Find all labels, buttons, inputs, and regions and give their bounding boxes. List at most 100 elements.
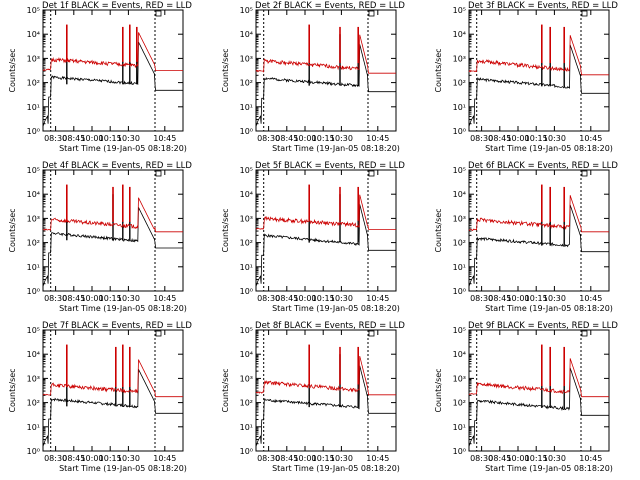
y-tick-label: 10¹: [240, 263, 253, 272]
y-tick-label: 10²: [240, 399, 253, 408]
y-tick-label: 10⁴: [453, 350, 466, 359]
y-tick-label: 10²: [27, 239, 40, 248]
events-series-line: [255, 365, 396, 447]
y-tick-label: 10²: [453, 399, 466, 408]
y-tick-label: 10¹: [453, 263, 466, 272]
x-tick-label: 08:45: [275, 294, 298, 303]
x-tick-label: 10:30: [543, 294, 566, 303]
y-tick-label: 10⁵: [240, 166, 253, 175]
x-tick-label: 10:00: [506, 134, 529, 143]
panel-title: Det 6f BLACK = Events, RED = LLD: [468, 161, 618, 171]
x-axis-label: Start Time (19-Jan-05 08:18:20): [485, 144, 613, 153]
x-tick-label: 08:45: [62, 134, 85, 143]
x-tick-label: 10:00: [80, 294, 103, 303]
y-tick-label: 10⁴: [240, 30, 253, 39]
y-tick-label: 10¹: [27, 103, 40, 112]
detector-panel-4: Det 4f BLACK = Events, RED = LLD 10⁰ 10¹ 10…: [8, 161, 192, 313]
detector-panel-2: Det 2f BLACK = Events, RED = LLD 10⁰ 10¹ 10…: [221, 1, 405, 153]
marker-box: [581, 330, 588, 337]
x-tick-label: 08:30: [470, 294, 493, 303]
plot-frame: [42, 329, 184, 452]
panel-title: Det 1f BLACK = Events, RED = LLD: [42, 1, 192, 11]
y-tick-label: 10⁰: [453, 127, 466, 136]
detector-panel-1: Det 1f BLACK = Events, RED = LLD 10⁰ 10¹ 10…: [8, 1, 192, 153]
x-tick-label: 10:30: [543, 454, 566, 463]
x-tick-label: 10:30: [543, 134, 566, 143]
x-tick-label: 10:45: [153, 454, 176, 463]
x-tick-label: 08:45: [275, 134, 298, 143]
y-tick-label: 10⁴: [27, 190, 40, 199]
x-tick-label: 10:45: [579, 454, 602, 463]
y-tick-label: 10²: [453, 239, 466, 248]
panel-title: Det 9f BLACK = Events, RED = LLD: [468, 321, 618, 331]
y-tick-label: 10⁵: [240, 6, 253, 15]
y-tick-label: 10²: [240, 239, 253, 248]
y-axis-label: Counts/sec: [434, 208, 443, 252]
y-tick-label: 10³: [27, 374, 40, 383]
x-tick-label: 10:15: [525, 294, 548, 303]
x-tick-label: 10:00: [293, 294, 316, 303]
x-tick-label: 10:45: [366, 294, 389, 303]
y-axis-label: Counts/sec: [434, 48, 443, 92]
marker-box: [155, 330, 162, 337]
x-tick-label: 10:45: [366, 134, 389, 143]
x-tick-label: 10:30: [330, 454, 353, 463]
x-tick-label: 08:45: [62, 454, 85, 463]
y-tick-label: 10⁰: [27, 287, 40, 296]
x-tick-label: 08:30: [44, 134, 67, 143]
detector-panel-7: Det 7f BLACK = Events, RED = LLD 10⁰ 10¹ 10…: [8, 321, 192, 473]
x-tick-label: 08:30: [44, 294, 67, 303]
marker-box: [368, 330, 375, 337]
x-tick-label: 08:45: [488, 134, 511, 143]
x-tick-label: 10:15: [525, 454, 548, 463]
x-tick-label: 10:45: [153, 294, 176, 303]
y-tick-label: 10⁰: [27, 127, 40, 136]
y-tick-label: 10⁵: [453, 6, 466, 15]
x-tick-label: 10:15: [525, 134, 548, 143]
x-tick-label: 08:45: [488, 294, 511, 303]
x-tick-label: 10:30: [117, 454, 140, 463]
y-tick-label: 10¹: [27, 423, 40, 432]
y-tick-label: 10³: [240, 54, 253, 63]
events-series-line: [255, 44, 396, 127]
y-tick-label: 10³: [453, 374, 466, 383]
y-tick-label: 10⁴: [453, 190, 466, 199]
y-tick-label: 10⁵: [453, 166, 466, 175]
x-tick-label: 10:30: [330, 294, 353, 303]
x-tick-label: 10:00: [506, 454, 529, 463]
y-tick-label: 10¹: [453, 423, 466, 432]
lld-series-line: [255, 194, 396, 230]
plot-frame: [468, 9, 610, 132]
y-axis-label: Counts/sec: [221, 208, 230, 252]
events-series-line: [42, 369, 183, 447]
marker-box: [155, 10, 162, 17]
x-tick-label: 08:45: [488, 454, 511, 463]
plot-frame: [255, 169, 397, 292]
plot-frame: [255, 329, 397, 452]
x-tick-label: 10:00: [293, 134, 316, 143]
y-tick-label: 10²: [453, 79, 466, 88]
y-tick-label: 10⁰: [453, 287, 466, 296]
x-tick-label: 10:15: [312, 294, 335, 303]
y-tick-label: 10¹: [27, 263, 40, 272]
x-tick-label: 08:30: [257, 294, 280, 303]
x-tick-label: 10:00: [293, 454, 316, 463]
events-series-line: [255, 204, 396, 287]
x-axis-label: Start Time (19-Jan-05 08:18:20): [485, 464, 613, 473]
events-series-line: [42, 41, 183, 127]
plot-frame: [468, 169, 610, 292]
x-axis-label: Start Time (19-Jan-05 08:18:20): [272, 144, 400, 153]
y-tick-label: 10⁰: [240, 127, 253, 136]
y-tick-label: 10²: [240, 79, 253, 88]
x-tick-label: 10:00: [506, 294, 529, 303]
x-axis-label: Start Time (19-Jan-05 08:18:20): [59, 144, 187, 153]
x-tick-label: 08:30: [470, 454, 493, 463]
y-tick-label: 10⁰: [27, 447, 40, 456]
x-tick-label: 10:15: [99, 294, 122, 303]
x-tick-label: 10:00: [80, 134, 103, 143]
x-tick-label: 08:45: [275, 454, 298, 463]
y-tick-label: 10³: [240, 214, 253, 223]
y-axis-label: Counts/sec: [8, 48, 17, 92]
x-tick-label: 08:30: [470, 134, 493, 143]
